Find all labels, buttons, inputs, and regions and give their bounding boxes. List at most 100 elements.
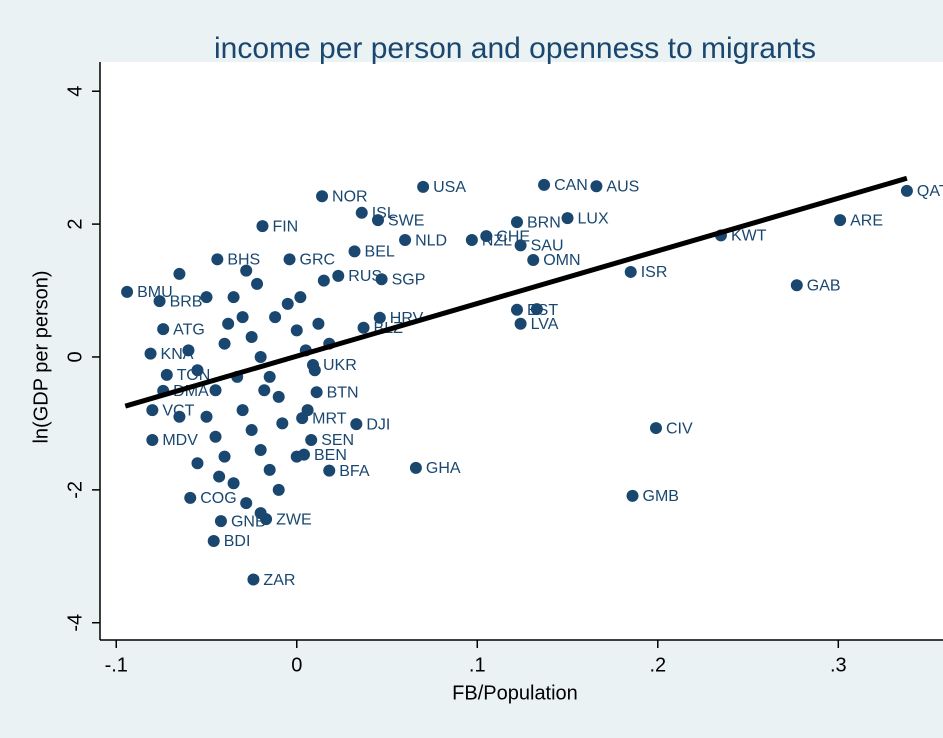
point <box>254 350 267 363</box>
point-label: SWE <box>388 212 424 229</box>
point <box>317 274 330 287</box>
point <box>240 497 253 510</box>
chart-title: income per person and openness to migran… <box>214 32 816 65</box>
point <box>348 245 361 258</box>
point <box>527 253 540 266</box>
point <box>272 390 285 403</box>
point-label: SAU <box>531 238 564 255</box>
point-label: GRC <box>300 252 336 269</box>
point <box>227 477 240 490</box>
point <box>236 404 249 417</box>
point <box>316 190 329 203</box>
point <box>200 291 213 304</box>
y-tick-label: 4 <box>64 86 86 97</box>
point <box>263 370 276 383</box>
point <box>290 324 303 337</box>
point <box>214 515 227 528</box>
point <box>409 461 422 474</box>
point-label: ATG <box>173 321 205 338</box>
point <box>294 291 307 304</box>
point <box>227 291 240 304</box>
point <box>308 364 321 377</box>
point <box>144 347 157 360</box>
y-tick-label: 2 <box>64 219 86 230</box>
point <box>251 277 264 290</box>
point <box>561 212 574 225</box>
point-label: NOR <box>332 188 368 205</box>
point <box>213 470 226 483</box>
point <box>146 404 159 417</box>
y-tick-label: 0 <box>64 351 86 362</box>
point-label: SGP <box>392 271 426 288</box>
point <box>209 384 222 397</box>
point-label: ZAR <box>263 572 295 589</box>
point <box>211 253 224 266</box>
point <box>191 457 204 470</box>
point-label: FIN <box>272 218 298 235</box>
point <box>173 267 186 280</box>
point-label: BDI <box>224 533 251 550</box>
point <box>218 450 231 463</box>
point <box>514 317 527 330</box>
y-axis-label: ln(GDP per person) <box>30 270 52 443</box>
point-label: UKR <box>323 357 357 374</box>
point <box>258 384 271 397</box>
point-label: MDV <box>162 432 198 449</box>
plot-area <box>100 62 943 640</box>
point <box>399 234 412 247</box>
point-label: BRN <box>527 214 561 231</box>
point <box>256 220 269 233</box>
point-label: BHS <box>227 252 260 269</box>
point-label: BMU <box>137 284 173 301</box>
point-label: MRT <box>312 410 347 427</box>
point <box>312 317 325 330</box>
point-label: BRB <box>170 293 203 310</box>
point <box>375 273 388 286</box>
point <box>269 311 282 324</box>
x-axis-label: FB/Population <box>452 682 578 704</box>
point <box>157 323 170 336</box>
point-label: CIV <box>666 420 693 437</box>
point <box>184 491 197 504</box>
point <box>245 424 258 437</box>
point <box>590 180 603 193</box>
point <box>245 331 258 344</box>
point <box>209 430 222 443</box>
point <box>218 337 231 350</box>
x-tick-label: .1 <box>469 654 486 676</box>
point <box>182 344 195 357</box>
point-label: LUX <box>578 210 609 227</box>
point <box>350 418 363 431</box>
point <box>247 573 260 586</box>
point <box>272 483 285 496</box>
point <box>301 404 314 417</box>
point <box>254 507 267 520</box>
point <box>357 321 370 334</box>
point <box>371 214 384 227</box>
point <box>121 285 134 298</box>
point <box>305 434 318 447</box>
point-label: CAN <box>554 177 588 194</box>
point <box>290 450 303 463</box>
point-label: NZL <box>482 232 512 249</box>
point-label: BFA <box>339 463 370 480</box>
point <box>276 417 289 430</box>
point <box>146 434 159 447</box>
point-label: NLD <box>415 232 447 249</box>
fit-line <box>124 175 908 409</box>
point <box>153 295 166 308</box>
point <box>834 214 847 227</box>
point <box>191 364 204 377</box>
plot-group: QATAREKWTGABISRCIVGMBCANAUSLUXBRNCHENZLS… <box>121 175 943 589</box>
point <box>281 297 294 310</box>
point-label: LVA <box>531 316 559 333</box>
point-label: USA <box>433 179 466 196</box>
point <box>222 317 235 330</box>
point-label: BEN <box>314 447 347 464</box>
point <box>173 410 186 423</box>
point <box>530 303 543 316</box>
point-label: ISR <box>641 264 668 281</box>
point <box>900 184 913 197</box>
